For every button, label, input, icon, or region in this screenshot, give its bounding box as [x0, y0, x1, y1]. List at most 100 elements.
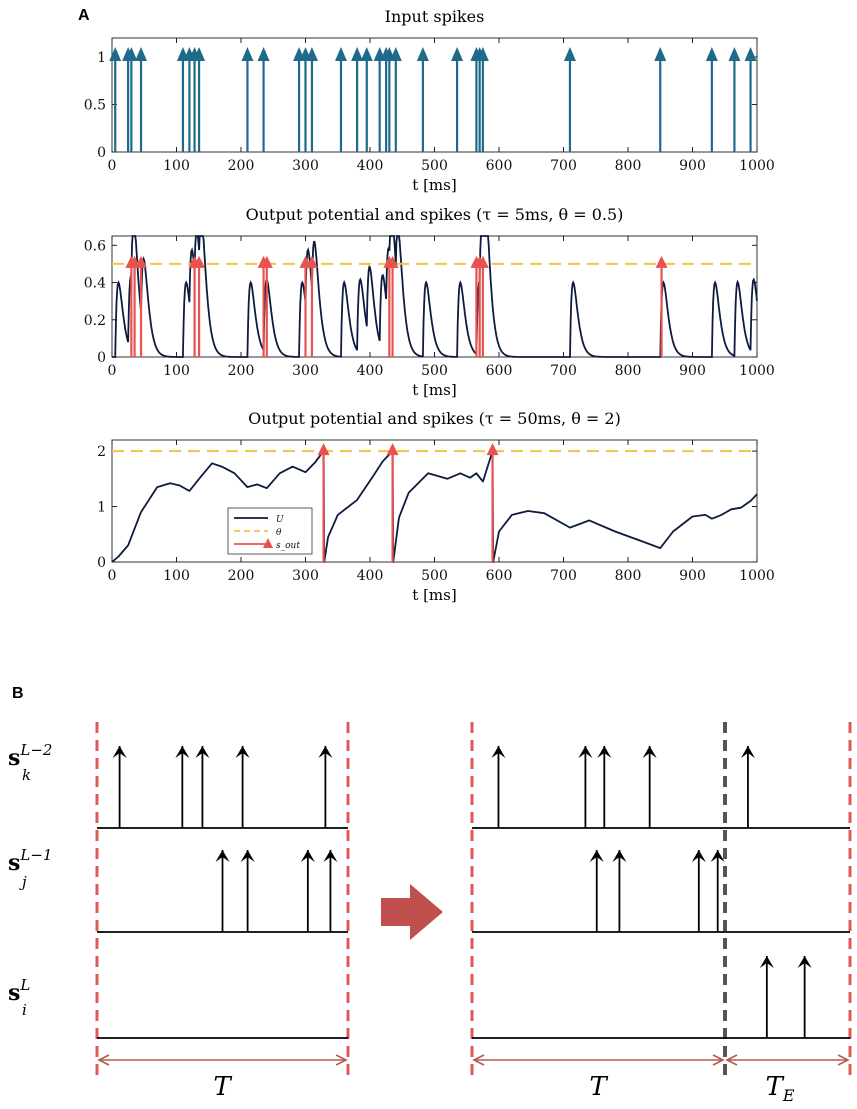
chart3-legend: Uθ s_out [227, 507, 313, 555]
chart3-xtick-label: 600 [486, 568, 513, 584]
chart3-axes: 0 100 200 300 400 500 600 700 800 900 1000 0 1 2 [97, 439, 775, 584]
dim-right-TE-head-right [837, 1054, 850, 1066]
chart2-xtick-label: 100 [163, 363, 190, 379]
before-spike-head [235, 746, 250, 758]
panel-label-b: B [12, 685, 24, 702]
after-spike-head [491, 746, 506, 758]
chart1-xtick-label: 0 [108, 158, 117, 174]
chart3-marks [111, 443, 758, 563]
chart1-xtick-label: 900 [679, 158, 706, 174]
input-spike-head [476, 47, 489, 61]
input-spikes-chart: Input spikes 0 100 200 300 400 500 600 700 800 90… [84, 7, 775, 194]
input-spike-head [744, 47, 757, 61]
chart3-xtick-label: 500 [421, 568, 448, 584]
dim-right-T-head-right [712, 1054, 725, 1066]
before-spike-head [112, 746, 127, 758]
legend-label-3: s_out [276, 541, 300, 551]
legend-label-1: U [276, 515, 284, 525]
before-spike-head [195, 746, 210, 758]
after-spike-head [691, 850, 706, 862]
row-label-k: sL−2 [8, 741, 52, 771]
chart1-xtick-label: 300 [292, 158, 319, 174]
chart2-output-spike-head [476, 255, 489, 268]
input-spike-head [241, 47, 254, 61]
chart2-axes: 0 100 200 300 400 500 600 700 800 900 1000 0 0.2 0.4 0… [84, 235, 775, 379]
chart3-frame [111, 439, 758, 563]
chart2-xlabel: t [ms] [412, 381, 456, 399]
input-spike-head [193, 47, 206, 61]
before-spike-head [323, 850, 338, 862]
input-spike-head [109, 47, 122, 61]
row-label-j-sup: L−1 [19, 846, 52, 864]
chart1-ytick-label: 0.5 [84, 98, 106, 114]
input-spike-head [416, 47, 429, 61]
chart2-output-spike-head [305, 255, 318, 268]
chart2-xtick-label: 400 [357, 363, 384, 379]
after-spike-head [597, 746, 612, 758]
chart1-marks [109, 47, 757, 152]
right-T-label: T [589, 1072, 608, 1102]
chart2-ytick-label: 0 [97, 350, 106, 366]
row-label-j-sub: j [19, 873, 27, 891]
chart3-output-spike-head [317, 443, 330, 456]
chart3-output-spike-head [386, 443, 399, 456]
dim-left-T-head-left [97, 1054, 110, 1066]
before-spike-head [240, 850, 255, 862]
row-label-i-base: s [8, 980, 20, 1006]
chart2-output-spike-head [193, 255, 206, 268]
input-spike-head [728, 47, 741, 61]
output-potential-5ms-chart: Output potential and spikes (τ = 5ms, θ … [84, 205, 775, 399]
chart1-ytick-label: 1 [97, 50, 106, 66]
row-label-k-sub: k [22, 766, 31, 784]
chart1-axes: 0 100 200 300 400 500 600 700 800 900 1000 0 0.5 1 [84, 37, 775, 174]
chart3-xtick-label: 900 [679, 568, 706, 584]
row-label-j: sL−1 [8, 846, 52, 876]
input-spike-head [389, 47, 402, 61]
chart2-xtick-label: 1000 [739, 363, 775, 379]
chart2-ytick-label: 0.2 [84, 313, 106, 329]
chart1-xtick-label: 100 [163, 158, 190, 174]
chart1-xtick-label: 400 [357, 158, 384, 174]
dim-left-T-head-right [335, 1054, 348, 1066]
input-spike-head [334, 47, 347, 61]
legend-label-2: θ [276, 528, 282, 538]
dim-right-TE-head-left [725, 1054, 738, 1066]
chart2-marks [112, 235, 758, 358]
chart3-xtick-label: 400 [357, 568, 384, 584]
row-label-j-base: s [8, 850, 20, 876]
chart2-title: Output potential and spikes (τ = 5ms, θ … [246, 205, 624, 224]
chart1-xtick-label: 200 [228, 158, 255, 174]
input-spike-head [360, 47, 373, 61]
chart3-output-spike-head [486, 443, 499, 456]
after-spike-head [797, 956, 812, 968]
chart2-output-spike-head [260, 255, 273, 268]
chart1-xlabel: t [ms] [412, 176, 456, 194]
chart2-ytick-label: 0.4 [84, 276, 106, 292]
right-TE-sub: E [782, 1086, 795, 1105]
input-spike-head [654, 47, 667, 61]
right-TE-base: T [765, 1072, 784, 1102]
chart2-output-spike-head [135, 255, 148, 268]
after-spike-head [578, 746, 593, 758]
chart3-ytick-label: 0 [97, 555, 106, 571]
left-T-label: T [213, 1072, 232, 1102]
after-spike-head [589, 850, 604, 862]
before-spike-head [300, 850, 315, 862]
chart2-xtick-label: 200 [228, 363, 255, 379]
chart2-xtick-label: 900 [679, 363, 706, 379]
row-label-k-sup: L−2 [19, 741, 52, 759]
chart3-xlabel: t [ms] [412, 586, 456, 604]
chart2-ytick-label: 0.6 [84, 238, 106, 254]
after-spike-head [642, 746, 657, 758]
row-label-k-base: s [8, 745, 20, 771]
chart2-xtick-label: 700 [550, 363, 577, 379]
chart3-xtick-label: 700 [550, 568, 577, 584]
chart2-xtick-label: 300 [292, 363, 319, 379]
chart3-xtick-label: 1000 [739, 568, 775, 584]
before-spike-head [215, 850, 230, 862]
before-spike-head [175, 746, 190, 758]
panel-label-a: A [78, 7, 90, 24]
chart3-ytick-label: 2 [97, 444, 106, 460]
input-spike-head [125, 47, 138, 61]
